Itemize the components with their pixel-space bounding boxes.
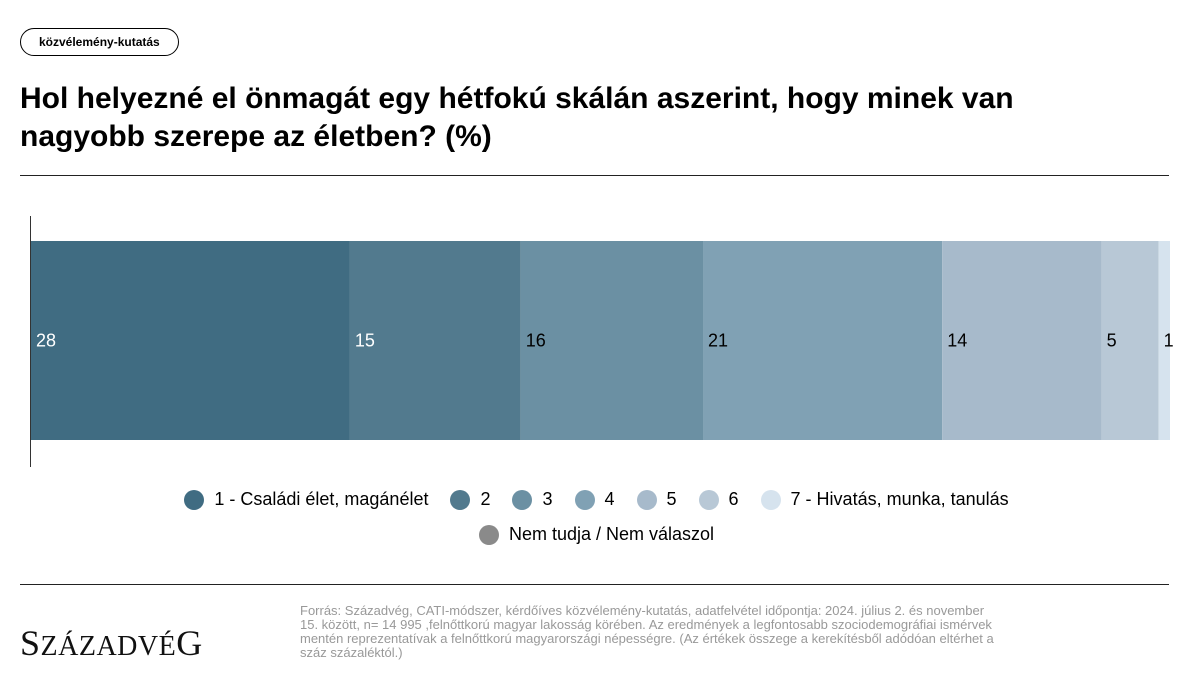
bar-segment-1 (31, 241, 350, 440)
legend-row-2: Nem tudja / Nem válaszol (0, 524, 1193, 545)
bar-segment-5 (942, 241, 1102, 440)
legend-item-3: 3 (512, 489, 553, 510)
legend-extra-item-1: Nem tudja / Nem válaszol (478, 524, 715, 545)
bottom-divider (20, 584, 1169, 585)
bar-label-2: 15 (355, 331, 375, 351)
legend-swatch (574, 489, 595, 510)
legend-label: 1 - Családi élet, magánélet (214, 489, 429, 509)
bar-segment-2 (349, 241, 521, 440)
legend-label: 4 (604, 489, 615, 509)
legend-swatch (698, 489, 719, 510)
legend-label: 6 (728, 489, 739, 509)
legend-swatch (512, 489, 533, 510)
source-note: Forrás: Századvég, CATI-módszer, kérdőív… (300, 603, 994, 660)
legend-item-5: 5 (636, 489, 677, 510)
bar-segment-4 (703, 241, 943, 440)
legend-label: 5 (666, 489, 677, 509)
chart-title: Hol helyezné el önmagát egy hétfokú skál… (20, 82, 1014, 153)
bar-segment-7 (1158, 241, 1170, 440)
top-divider (20, 175, 1169, 176)
legend-swatch (184, 489, 205, 510)
bar-label-5: 14 (947, 331, 967, 351)
legend-item-1: 1 - Családi élet, magánélet (184, 489, 428, 510)
bar-label-4: 21 (708, 331, 728, 351)
legend-swatch (760, 489, 781, 510)
legend-item-2: 2 (450, 489, 490, 510)
legend-label: Nem tudja / Nem válaszol (508, 524, 715, 544)
bar-label-3: 16 (526, 331, 546, 351)
bar-label-7: 1 (1164, 331, 1174, 351)
legend-label: 3 (542, 489, 553, 509)
bar-label-6: 5 (1107, 331, 1117, 351)
bar-label-1: 28 (36, 331, 56, 351)
stacked-bar-chart: 28 15 16 21 14 5 1 (30, 216, 1174, 467)
bar-segment-3 (520, 241, 704, 440)
legend-swatch (636, 489, 657, 510)
category-tag: közvélemény-kutatás (20, 28, 179, 56)
legend-item-6: 6 (698, 489, 739, 510)
szazadveg-logo: SZÁZADVÉG (20, 623, 203, 663)
legend-swatch (478, 524, 499, 545)
legend-label: 2 (480, 489, 491, 509)
legend-item-4: 4 (574, 489, 615, 510)
legend-label: 7 - Hivatás, munka, tanulás (790, 489, 1009, 509)
bar-segment-6 (1101, 241, 1159, 440)
legend-swatch (450, 489, 471, 510)
legend-item-7: 7 - Hivatás, munka, tanulás (760, 489, 1009, 510)
legend-row-1: 1 - Családi élet, magánélet 2 3 4 5 6 7 - Hiva… (0, 489, 1193, 510)
